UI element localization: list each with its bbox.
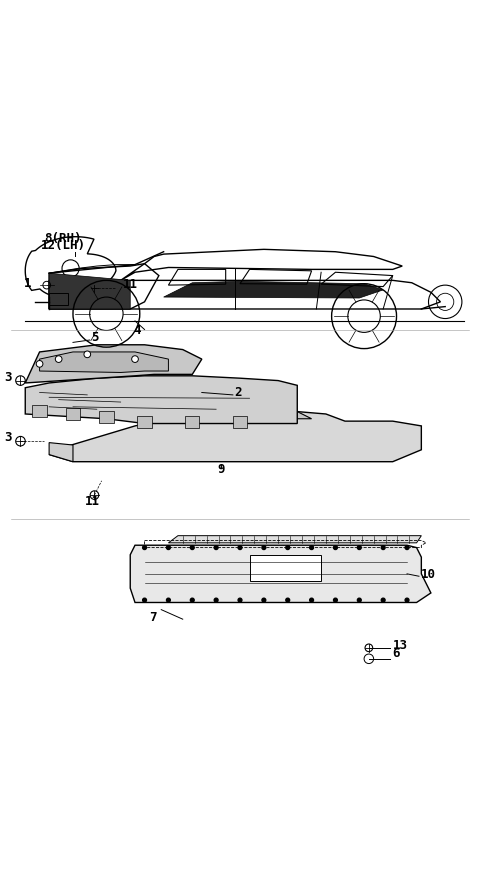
Bar	[233, 416, 247, 428]
Polygon shape	[25, 376, 297, 424]
Text: 3: 3	[4, 431, 11, 444]
Text: 4: 4	[133, 324, 141, 336]
Bar	[185, 416, 199, 428]
Text: 8(RH): 8(RH)	[45, 232, 82, 245]
Circle shape	[214, 546, 218, 549]
Text: 2: 2	[234, 386, 242, 399]
Circle shape	[55, 356, 62, 362]
Circle shape	[143, 546, 146, 549]
Bar	[66, 408, 80, 420]
Polygon shape	[25, 344, 202, 383]
Circle shape	[214, 598, 218, 602]
Circle shape	[334, 598, 337, 602]
Circle shape	[191, 546, 194, 549]
Circle shape	[310, 598, 313, 602]
Circle shape	[84, 351, 91, 358]
Bar	[250, 554, 321, 581]
Circle shape	[262, 598, 266, 602]
Polygon shape	[164, 281, 383, 298]
Bar	[211, 402, 240, 417]
Circle shape	[405, 546, 409, 549]
Circle shape	[191, 598, 194, 602]
Bar	[49, 293, 68, 305]
Circle shape	[238, 598, 242, 602]
Circle shape	[143, 598, 146, 602]
Text: 11: 11	[84, 495, 99, 507]
Text: 12(LH): 12(LH)	[41, 239, 86, 253]
Circle shape	[381, 598, 385, 602]
Polygon shape	[49, 442, 73, 462]
Text: 6: 6	[393, 647, 400, 660]
Circle shape	[405, 598, 409, 602]
Circle shape	[262, 546, 266, 549]
Circle shape	[167, 598, 170, 602]
Polygon shape	[39, 352, 168, 372]
Text: 10: 10	[420, 568, 435, 580]
Circle shape	[334, 546, 337, 549]
Polygon shape	[168, 395, 312, 419]
Bar	[33, 405, 47, 417]
Polygon shape	[49, 411, 421, 462]
Polygon shape	[49, 273, 130, 309]
Bar	[254, 404, 288, 417]
Circle shape	[36, 360, 43, 368]
Bar	[99, 411, 114, 423]
Text: 11: 11	[123, 279, 138, 291]
Circle shape	[381, 546, 385, 549]
Text: 1: 1	[24, 277, 32, 289]
Text: 7: 7	[149, 611, 157, 624]
Circle shape	[238, 546, 242, 549]
Circle shape	[132, 356, 138, 362]
Circle shape	[286, 546, 289, 549]
Circle shape	[310, 546, 313, 549]
Text: 5: 5	[91, 331, 98, 344]
Text: 9: 9	[217, 463, 225, 475]
Polygon shape	[130, 546, 431, 603]
Circle shape	[167, 546, 170, 549]
Text: 13: 13	[393, 639, 408, 651]
Polygon shape	[168, 536, 421, 543]
Circle shape	[358, 598, 361, 602]
Circle shape	[286, 598, 289, 602]
Text: 3: 3	[4, 370, 11, 384]
Bar	[137, 416, 152, 428]
Circle shape	[358, 546, 361, 549]
